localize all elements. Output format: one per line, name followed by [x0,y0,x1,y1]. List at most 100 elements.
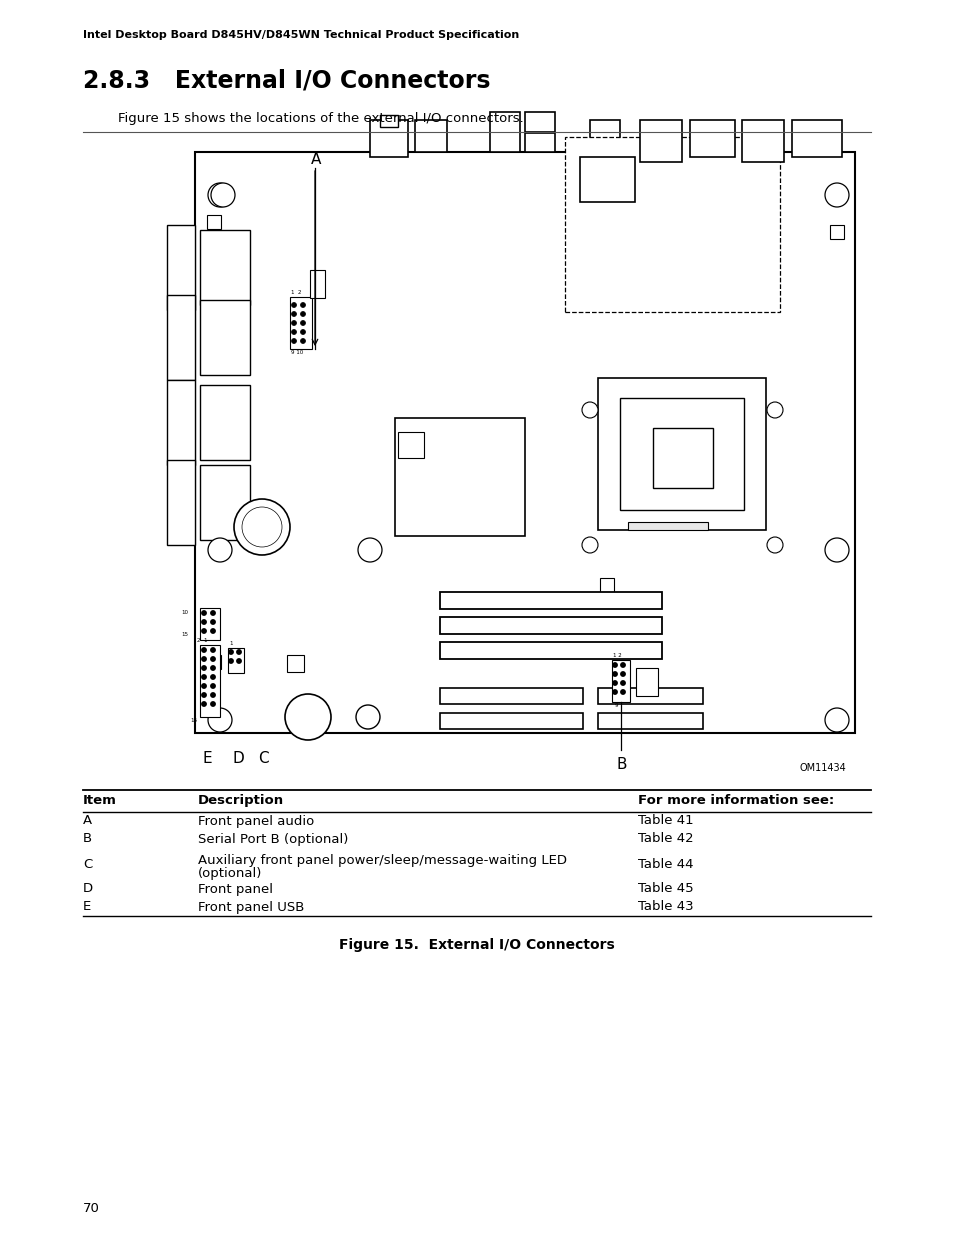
Circle shape [208,708,232,732]
Text: E: E [83,900,91,914]
Bar [415,120,447,152]
Text: C: C [83,857,92,871]
Circle shape [355,705,379,729]
Bar [579,157,635,203]
Bar [370,120,408,157]
Circle shape [202,674,206,679]
Bar [379,115,397,127]
Text: Table 45: Table 45 [638,883,693,895]
Bar [564,137,780,312]
Text: 2  1: 2 1 [196,638,208,643]
Text: D: D [83,883,93,895]
Circle shape [202,684,206,688]
Text: 10: 10 [181,610,188,615]
Circle shape [202,611,206,615]
Circle shape [211,183,234,207]
Circle shape [208,183,232,207]
Circle shape [202,648,206,652]
Circle shape [300,303,305,308]
Circle shape [612,663,617,667]
Text: 16: 16 [190,718,196,722]
Circle shape [766,537,782,553]
Text: B: B [83,832,92,846]
Text: Front panel: Front panel [198,883,273,895]
Circle shape [300,330,305,335]
Circle shape [357,538,381,562]
Circle shape [211,611,215,615]
Bar [439,592,661,609]
Bar [207,215,221,228]
Text: Table 44: Table 44 [638,857,693,871]
Bar [612,659,629,701]
Bar [395,417,524,536]
Bar [167,459,194,545]
Circle shape [208,538,232,562]
Circle shape [211,620,215,624]
Text: C: C [257,751,269,766]
Text: (optional): (optional) [198,867,262,881]
Bar [524,112,555,132]
Text: Intel Desktop Board D845HV/D845WN Technical Product Specification: Intel Desktop Board D845HV/D845WN Techni… [83,30,518,40]
Text: Figure 15.  External I/O Connectors: Figure 15. External I/O Connectors [338,939,615,952]
Text: B: B [617,757,627,772]
Bar [627,522,707,530]
Circle shape [202,666,206,671]
Circle shape [211,701,215,706]
Circle shape [612,680,617,685]
Text: Serial Port B (optional): Serial Port B (optional) [198,832,348,846]
Circle shape [229,658,233,663]
Text: 1 2: 1 2 [613,653,621,658]
Bar [639,120,681,162]
Bar [397,432,423,458]
Circle shape [581,403,598,417]
Bar [287,655,304,672]
Bar [207,655,221,669]
Bar [200,300,250,375]
Circle shape [620,672,624,677]
Circle shape [236,650,241,655]
Circle shape [202,629,206,634]
Text: Table 42: Table 42 [638,832,693,846]
Circle shape [620,690,624,694]
Bar [598,378,765,530]
Bar [200,608,220,640]
Circle shape [300,321,305,326]
Text: 1: 1 [229,641,233,646]
Text: For more information see:: For more information see: [638,794,833,806]
Circle shape [211,684,215,688]
Circle shape [620,680,624,685]
Bar [167,225,194,310]
Text: Table 41: Table 41 [638,815,693,827]
Circle shape [211,693,215,698]
Bar [689,120,734,157]
Bar [589,120,619,157]
Text: 1  2: 1 2 [291,290,301,295]
Circle shape [612,672,617,677]
Bar [652,429,712,488]
Circle shape [620,663,624,667]
Text: Front panel audio: Front panel audio [198,815,314,827]
Text: 15: 15 [181,632,188,637]
Bar [598,688,702,704]
Circle shape [211,666,215,671]
Circle shape [824,708,848,732]
Circle shape [292,311,296,316]
Text: E: E [203,751,213,766]
Text: 9: 9 [615,703,618,708]
Bar [741,120,783,162]
Text: Front panel USB: Front panel USB [198,900,304,914]
Circle shape [211,674,215,679]
Bar [228,648,244,673]
Bar [829,225,843,240]
Circle shape [229,650,233,655]
Circle shape [242,508,282,547]
Bar [200,385,250,459]
Circle shape [202,657,206,661]
Circle shape [202,693,206,698]
Text: Auxiliary front panel power/sleep/message-waiting LED: Auxiliary front panel power/sleep/messag… [198,853,566,867]
Bar [599,578,614,592]
Circle shape [292,321,296,326]
Circle shape [300,311,305,316]
Bar [636,668,658,697]
Bar [791,120,841,157]
